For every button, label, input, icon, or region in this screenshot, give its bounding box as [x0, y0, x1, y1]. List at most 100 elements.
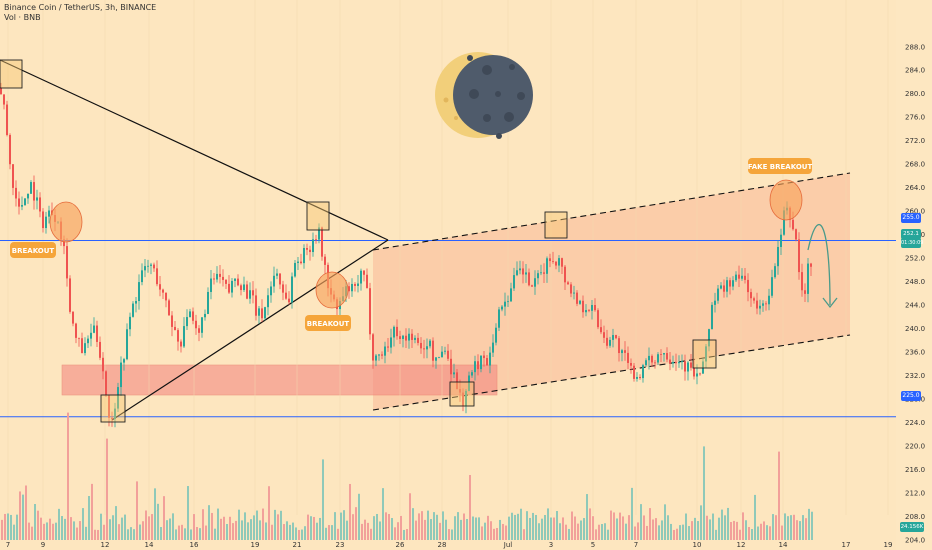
candle-body: [777, 246, 779, 267]
volume-bar: [88, 496, 90, 540]
candle-body: [717, 288, 719, 301]
volume-bar: [10, 514, 12, 540]
volume-bar: [67, 412, 69, 540]
volume-bar: [490, 521, 492, 540]
candle-body: [648, 355, 650, 361]
volume-bar: [229, 516, 231, 540]
volume-bar: [688, 526, 690, 540]
volume-bar: [583, 518, 585, 540]
candle-body: [21, 205, 23, 207]
candle-body: [780, 234, 782, 247]
candle-body: [498, 309, 500, 328]
y-tick-label: 260.0: [905, 208, 925, 216]
volume-bar: [280, 510, 282, 540]
volume-bar: [184, 528, 186, 540]
candle-body: [108, 395, 110, 418]
volume-bar: [523, 529, 525, 540]
candle-body: [30, 182, 32, 194]
volume-bar: [544, 515, 546, 540]
candle-body: [633, 365, 635, 379]
candle-body: [795, 229, 797, 240]
candle-body: [378, 354, 380, 356]
candle-body: [459, 389, 461, 393]
volume-bar: [550, 517, 552, 540]
candle-body: [591, 305, 593, 311]
volume-bar: [673, 529, 675, 540]
volume-bar: [370, 528, 372, 540]
candle-body: [393, 326, 395, 338]
volume-bar: [616, 518, 618, 540]
candle-body: [468, 375, 470, 391]
volume-bar: [484, 522, 486, 540]
candle-body: [729, 280, 731, 287]
candle-body: [387, 346, 389, 348]
volume-bar: [481, 526, 483, 540]
candle-body: [558, 258, 560, 266]
candle-body: [585, 310, 587, 313]
candle-body: [264, 307, 266, 319]
candle-body: [417, 337, 419, 343]
volume-bar: [13, 524, 15, 540]
volume-bar: [685, 513, 687, 540]
candle-body: [774, 266, 776, 278]
volume-bar: [295, 527, 297, 540]
y-tick-label: 232.0: [905, 372, 925, 380]
candle-body: [525, 272, 527, 275]
volume-bar: [736, 521, 738, 540]
candle-body: [798, 239, 800, 273]
x-tick-label: 10: [693, 541, 702, 549]
candle-body: [81, 338, 83, 354]
volume-bar: [538, 523, 540, 540]
x-tick-label: 3: [549, 541, 553, 549]
candle-body: [402, 335, 404, 339]
y-tick-label: 276.0: [905, 114, 925, 122]
volume-bar: [646, 525, 648, 540]
candle-body: [246, 284, 248, 299]
candle-body: [657, 354, 659, 363]
moon-crater-6: [483, 114, 491, 122]
fake-breakout-label-bg: [748, 158, 812, 174]
volume-bar: [502, 523, 504, 540]
volume-bar: [463, 513, 465, 540]
volume-bar: [79, 521, 81, 540]
candle-body: [48, 210, 50, 217]
candle-body: [747, 279, 749, 293]
candle-body: [39, 197, 41, 212]
moon-crater-7: [504, 112, 514, 122]
candle-body: [405, 335, 407, 341]
y-tick-label: 216.0: [905, 466, 925, 474]
candle-body: [726, 280, 728, 292]
y-tick-label: 280.0: [905, 90, 925, 98]
candle-body: [594, 305, 596, 311]
candle-body: [618, 338, 620, 354]
volume-bar: [22, 494, 24, 540]
breakout-mid-label: BREAKOUT: [305, 315, 351, 331]
y-tick-label: 240.0: [905, 325, 925, 333]
moon-crater-10: [454, 116, 458, 120]
candle-body: [714, 300, 716, 305]
candle-body: [543, 272, 545, 274]
volume-bar: [40, 517, 42, 540]
volume-bar: [142, 521, 144, 540]
candle-body: [183, 326, 185, 347]
volume-bar: [445, 519, 447, 540]
volume-bar: [625, 523, 627, 540]
volume-bar: [52, 523, 54, 540]
candle-body: [804, 290, 806, 294]
candle-body: [588, 310, 590, 311]
candle-body: [555, 261, 557, 266]
candle-body: [204, 313, 206, 318]
candle-body: [285, 292, 287, 299]
candle-body: [693, 367, 695, 377]
volume-bar: [247, 522, 249, 540]
candle-body: [123, 359, 125, 363]
candle-body: [69, 278, 71, 312]
volume-bar: [172, 513, 174, 540]
volume-bar: [799, 521, 801, 540]
volume-bar: [310, 516, 312, 540]
candle-body: [516, 270, 518, 276]
volume-bar: [277, 514, 279, 540]
candle-body: [528, 272, 530, 286]
volume-bar: [382, 488, 384, 540]
volume-bar: [580, 520, 582, 540]
